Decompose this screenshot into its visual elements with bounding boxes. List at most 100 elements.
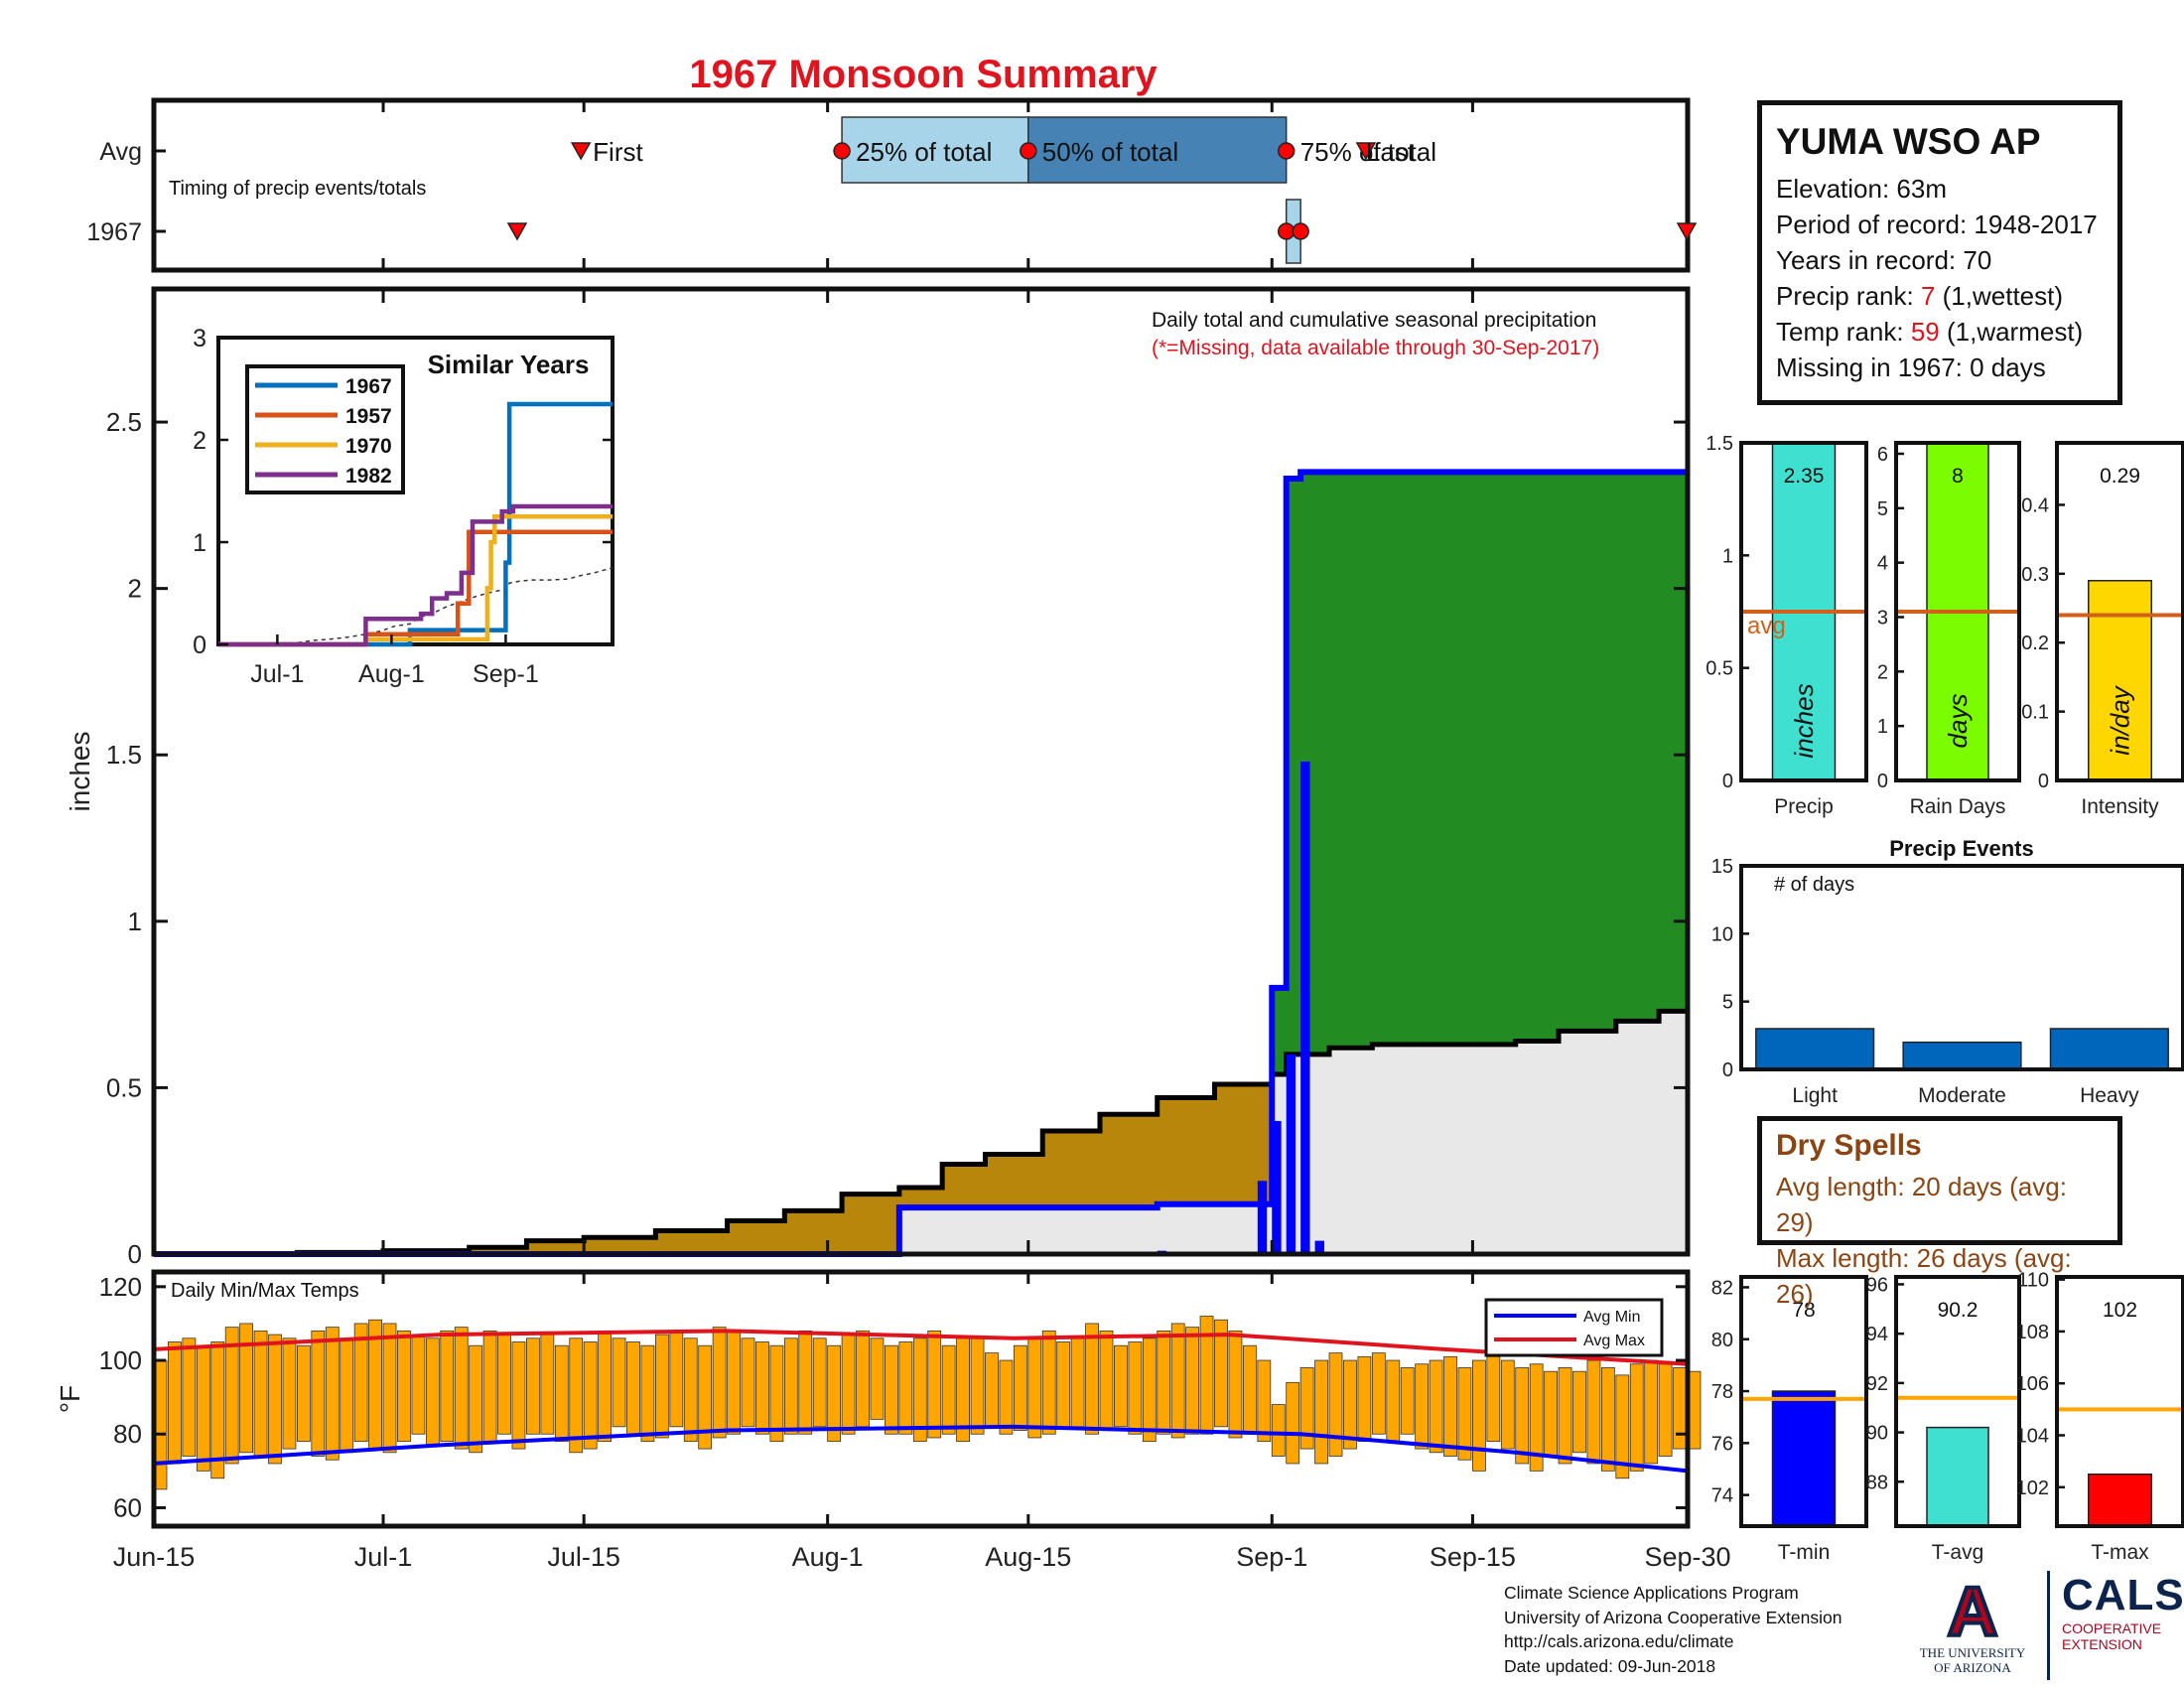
- inset-ytick-label: 3: [193, 325, 206, 352]
- tmax-panel-ytick-label: 106: [2016, 1373, 2049, 1395]
- daily-temp-bar: [168, 1341, 182, 1465]
- daily-temp-bar: [654, 1334, 669, 1439]
- event-bar: [1755, 1028, 1875, 1070]
- below-average-fill: [469, 1247, 484, 1254]
- cumulative-base-fill: [1615, 1021, 1631, 1254]
- main-ytick-label: 0.5: [106, 1072, 142, 1102]
- daily-temp-bar: [885, 1344, 898, 1435]
- cumulative-base-fill: [913, 1207, 929, 1254]
- above-average-fill: [1430, 472, 1445, 1045]
- event-category-label: Moderate: [1918, 1084, 2006, 1107]
- daily-precip-bar: [1272, 1120, 1282, 1254]
- below-average-fill: [698, 1230, 714, 1254]
- daily-temp-bar: [1114, 1344, 1128, 1428]
- daily-temp-bar: [1673, 1367, 1687, 1450]
- tavg-panel-bar: [1926, 1426, 1989, 1527]
- inset-legend-label: 1957: [345, 405, 392, 428]
- tavg-panel-label: T-avg: [1932, 1541, 1984, 1564]
- below-average-fill: [985, 1154, 1001, 1208]
- daily-temp-bar: [898, 1341, 913, 1435]
- timing-row-label: 1967: [86, 218, 142, 246]
- intensity-panel-ytick-label: 0.4: [2021, 494, 2049, 516]
- daily-temp-bar: [812, 1337, 827, 1428]
- tavg-panel-value: 90.2: [1938, 1299, 1979, 1322]
- daily-temp-bar: [311, 1330, 326, 1457]
- main-frame: [151, 286, 1691, 1257]
- daily-temp-bar: [1271, 1404, 1286, 1457]
- daily-temp-bar: [856, 1330, 870, 1428]
- credits: Climate Science Applications Program Uni…: [1504, 1581, 1842, 1678]
- main-ylabel: inches: [65, 732, 95, 812]
- below-average-fill: [956, 1164, 972, 1208]
- daily-temp-bar: [1242, 1344, 1257, 1435]
- daily-temp-bar: [454, 1327, 469, 1450]
- below-average-fill: [626, 1237, 642, 1254]
- tavg-panel-ytick-label: 92: [1866, 1373, 1888, 1395]
- daily-temp-bar: [1371, 1352, 1386, 1435]
- below-average-fill: [1114, 1114, 1130, 1208]
- daily-temp-bar: [941, 1344, 956, 1435]
- tavg-panel-ytick-label: 96: [1866, 1274, 1888, 1296]
- daily-temp-bar: [1170, 1323, 1185, 1439]
- station-years: Years in record: 70: [1776, 245, 1992, 275]
- temps-legend-box: [1484, 1298, 1664, 1357]
- precip-panel-ytick-label: 1: [1722, 545, 1733, 567]
- daily-temp-bar: [712, 1327, 727, 1439]
- daily-temp-bar: [798, 1330, 813, 1435]
- daily-temp-bar: [1314, 1359, 1328, 1465]
- tmax-panel-ytick-label: 102: [2016, 1477, 2049, 1499]
- daily-temp-bar: [999, 1359, 1014, 1435]
- below-average-fill: [1143, 1114, 1159, 1208]
- cumulative-base-fill: [1171, 1203, 1187, 1254]
- intensity-panel-frame: [2055, 441, 2184, 782]
- daily-temp-bar: [669, 1330, 684, 1428]
- cumulative-base-fill: [1544, 1041, 1560, 1254]
- below-average-fill: [1171, 1097, 1187, 1204]
- below-average-fill: [613, 1237, 628, 1254]
- tavg-panel-ytick-label: 94: [1866, 1324, 1888, 1345]
- svg-text:A: A: [1948, 1574, 1998, 1645]
- precip-panel-value: 2.35: [1784, 465, 1825, 488]
- daily-temp-bar: [755, 1341, 769, 1435]
- daily-temp-bar: [870, 1337, 885, 1420]
- above-average-fill: [1586, 472, 1602, 1032]
- inset-title: Similar Years: [428, 350, 590, 379]
- daily-temp-bar: [640, 1344, 655, 1443]
- below-average-fill: [684, 1230, 700, 1254]
- daily-temp-bar: [282, 1337, 297, 1450]
- tmin-panel-ytick-label: 82: [1711, 1277, 1733, 1299]
- below-average-fill: [483, 1247, 499, 1254]
- timing-row-label: Avg: [99, 138, 142, 166]
- daily-temp-bar: [511, 1341, 526, 1450]
- cumulative-base-fill: [1014, 1207, 1029, 1254]
- temps-ytick-label: 60: [113, 1492, 142, 1522]
- below-average-fill: [555, 1240, 571, 1254]
- cals-logo: CALS COOPERATIVE EXTENSION: [2047, 1571, 2184, 1680]
- timing-frame: [151, 97, 1691, 273]
- daily-temp-bar: [583, 1341, 598, 1450]
- inset-legend-label: 1982: [345, 465, 392, 488]
- daily-temp-bar: [497, 1334, 511, 1435]
- below-average-fill: [598, 1237, 614, 1254]
- above-average-fill: [1386, 472, 1402, 1045]
- cumulative-base-fill: [1099, 1207, 1116, 1254]
- below-average-fill: [727, 1220, 743, 1254]
- intensity-panel-ytick-label: 0: [2038, 771, 2049, 792]
- daily-temp-bar: [554, 1344, 569, 1443]
- cumulative-base-fill: [1027, 1207, 1043, 1254]
- events-ytick-label: 5: [1722, 992, 1733, 1014]
- x-tick-label: Jun-15: [113, 1542, 196, 1572]
- above-average-fill: [1457, 472, 1474, 1045]
- tmax-panel-value: 102: [2103, 1299, 2137, 1322]
- below-average-fill: [1185, 1097, 1201, 1204]
- daily-temp-bar: [1299, 1367, 1314, 1450]
- daily-temp-bar: [224, 1327, 239, 1465]
- temps-legend-label: Avg Min: [1583, 1309, 1641, 1326]
- daily-temp-bar: [268, 1334, 282, 1465]
- precip-panel-ytick-label: 1.5: [1706, 433, 1733, 455]
- temps-legend-label: Avg Max: [1583, 1333, 1645, 1349]
- daily-temp-bar: [783, 1337, 798, 1435]
- event-category-label: Heavy: [2080, 1084, 2139, 1107]
- precip-panel-ytick-label: 0.5: [1706, 658, 1733, 680]
- below-average-fill: [511, 1247, 528, 1254]
